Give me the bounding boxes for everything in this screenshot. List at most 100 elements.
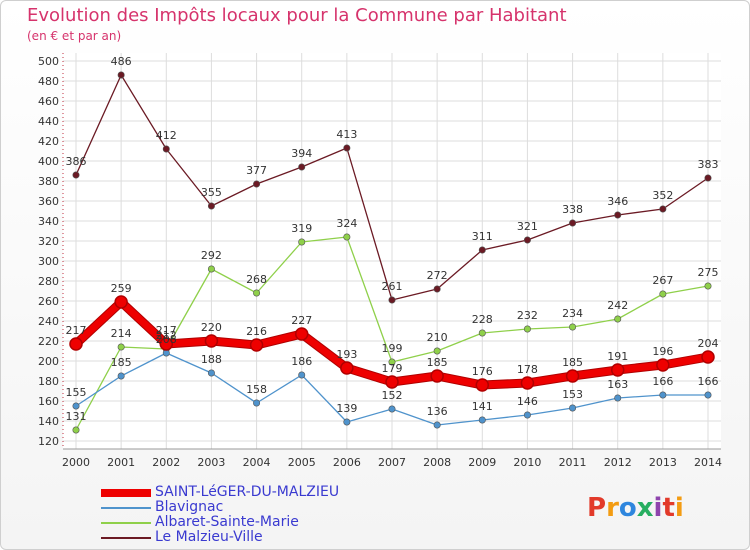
data-point	[614, 394, 622, 402]
y-tick-label: 200	[38, 355, 59, 368]
data-label: 178	[517, 363, 538, 376]
data-point	[523, 236, 531, 244]
data-point	[388, 358, 396, 366]
data-label: 185	[427, 356, 448, 369]
x-tick-label: 2011	[559, 456, 587, 469]
data-point	[159, 337, 174, 351]
x-tick-label: 2013	[649, 456, 677, 469]
data-label: 386	[66, 155, 87, 168]
y-tick-label: 380	[38, 175, 59, 188]
y-tick-label: 400	[38, 155, 59, 168]
data-label: 261	[382, 280, 403, 293]
data-point	[162, 145, 170, 153]
data-point	[253, 399, 261, 407]
logo-letter: o	[618, 493, 637, 523]
data-label: 214	[111, 327, 132, 340]
x-tick-label: 2000	[62, 456, 90, 469]
data-label: 228	[472, 313, 493, 326]
x-tick-label: 2006	[333, 456, 361, 469]
y-tick-label: 340	[38, 215, 59, 228]
data-point	[207, 265, 215, 273]
data-point	[478, 329, 486, 337]
data-point	[569, 404, 577, 412]
data-label: 268	[246, 273, 267, 286]
data-point	[659, 391, 667, 399]
data-point	[569, 323, 577, 331]
data-point	[343, 233, 351, 241]
y-tick-label: 440	[38, 115, 59, 128]
legend-swatch	[101, 489, 151, 497]
y-tick-label: 500	[38, 55, 59, 68]
data-point	[659, 205, 667, 213]
data-point	[343, 144, 351, 152]
data-point	[72, 402, 80, 410]
data-label: 139	[336, 402, 357, 415]
data-point	[340, 361, 354, 375]
legend-label: Le Malzieu-Ville	[155, 529, 263, 545]
data-label: 311	[472, 230, 493, 243]
data-point	[162, 349, 170, 357]
chart-subtitle: (en € et par an)	[27, 29, 122, 43]
data-label: 259	[111, 282, 132, 295]
data-label: 185	[562, 356, 583, 369]
logo-letter: r	[606, 493, 619, 523]
data-point	[433, 347, 441, 355]
y-tick-label: 120	[38, 435, 59, 448]
legend-swatch	[101, 537, 151, 539]
data-point	[704, 391, 712, 399]
data-label: 319	[291, 222, 312, 235]
data-label: 166	[652, 375, 673, 388]
y-tick-label: 280	[38, 275, 59, 288]
logo-letter: i	[674, 493, 684, 523]
data-point	[207, 202, 215, 210]
data-label: 242	[607, 299, 628, 312]
data-point	[475, 378, 490, 392]
data-label: 193	[336, 348, 357, 361]
data-label: 227	[291, 314, 312, 327]
data-label: 185	[111, 356, 132, 369]
data-label: 355	[201, 186, 222, 199]
data-label: 208	[156, 333, 177, 346]
data-point	[388, 405, 396, 413]
data-label: 166	[698, 375, 719, 388]
chart-title: Evolution des Impôts locaux pour la Comm…	[27, 5, 567, 26]
data-point	[610, 363, 625, 377]
data-label: 136	[427, 405, 448, 418]
data-label: 394	[291, 147, 312, 160]
data-label: 272	[427, 269, 448, 282]
data-point	[69, 337, 83, 351]
data-label: 163	[607, 378, 628, 391]
data-label: 383	[698, 158, 719, 171]
y-tick-label: 220	[38, 335, 59, 348]
logo-letter: i	[653, 493, 663, 523]
data-label: 210	[427, 331, 448, 344]
data-point	[249, 338, 264, 352]
data-point	[565, 369, 580, 383]
data-point	[614, 315, 622, 323]
data-label: 232	[517, 309, 538, 322]
data-point	[385, 375, 399, 389]
data-point	[704, 174, 712, 182]
data-label: 141	[472, 400, 493, 413]
data-label: 153	[562, 388, 583, 401]
data-label: 275	[698, 266, 719, 279]
x-tick-label: 2009	[468, 456, 496, 469]
data-point	[343, 418, 351, 426]
data-point	[207, 369, 215, 377]
data-point	[433, 285, 441, 293]
data-point	[72, 426, 80, 434]
logo-letter: P	[587, 493, 607, 523]
data-point	[117, 343, 125, 351]
x-tick-label: 2008	[423, 456, 451, 469]
x-tick-label: 2003	[197, 456, 225, 469]
data-point	[117, 372, 125, 380]
y-tick-label: 300	[38, 255, 59, 268]
legend-label: SAINT-LéGER-DU-MALZIEU	[155, 484, 340, 500]
x-tick-label: 2005	[288, 456, 316, 469]
y-tick-label: 420	[38, 135, 59, 148]
y-tick-label: 360	[38, 195, 59, 208]
data-label: 267	[652, 274, 673, 287]
data-label: 346	[607, 195, 628, 208]
data-label: 179	[382, 362, 403, 375]
